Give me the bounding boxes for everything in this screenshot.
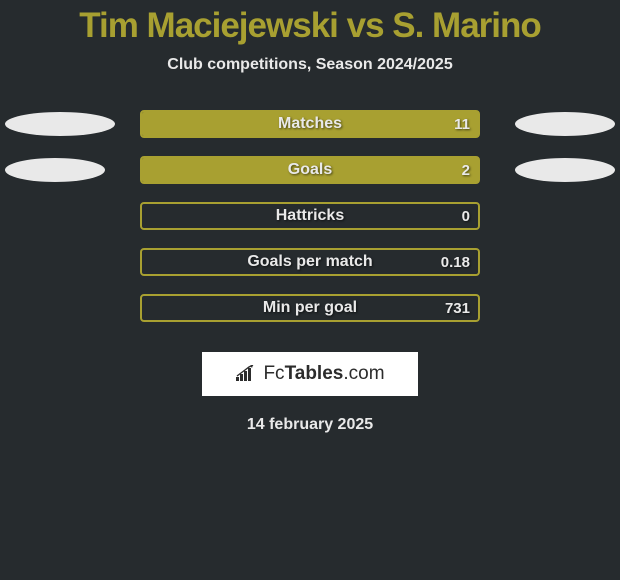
stat-row: Matches11 [0,104,620,150]
brand-main: Tables [285,363,344,384]
stat-row: Goals2 [0,150,620,196]
brand-badge[interactable]: FcTables.com [202,352,418,396]
date-text: 14 february 2025 [0,416,620,434]
stat-bar: Matches11 [140,110,480,138]
stats-area: Matches11 Goals2 Hattricks0 Goals per match… [0,104,620,334]
stat-bar: Goals per match0.18 [140,248,480,276]
stat-label: Matches [142,112,478,136]
stat-row: Hattricks0 [0,196,620,242]
stat-value: 11 [454,112,470,136]
page-title: Tim Maciejewski vs S. Marino [0,0,620,46]
bar-chart-icon [235,365,257,383]
right-ellipse [515,158,615,182]
stat-bar: Hattricks0 [140,202,480,230]
stat-value: 2 [462,158,470,182]
stat-row: Min per goal731 [0,288,620,334]
brand-suffix: .com [343,363,384,384]
right-ellipse [515,112,615,136]
stat-label: Goals per match [142,250,478,274]
stat-label: Min per goal [142,296,478,320]
brand-text: FcTables.com [263,363,384,385]
left-ellipse [5,158,105,182]
brand-prefix: Fc [263,363,284,384]
stat-value: 0.18 [441,250,470,274]
stat-bar: Min per goal731 [140,294,480,322]
stat-value: 0 [462,204,470,228]
left-ellipse [5,112,115,136]
subtitle: Club competitions, Season 2024/2025 [0,56,620,74]
stat-label: Hattricks [142,204,478,228]
stat-label: Goals [142,158,478,182]
stat-row: Goals per match0.18 [0,242,620,288]
stat-bar: Goals2 [140,156,480,184]
stat-value: 731 [445,296,470,320]
